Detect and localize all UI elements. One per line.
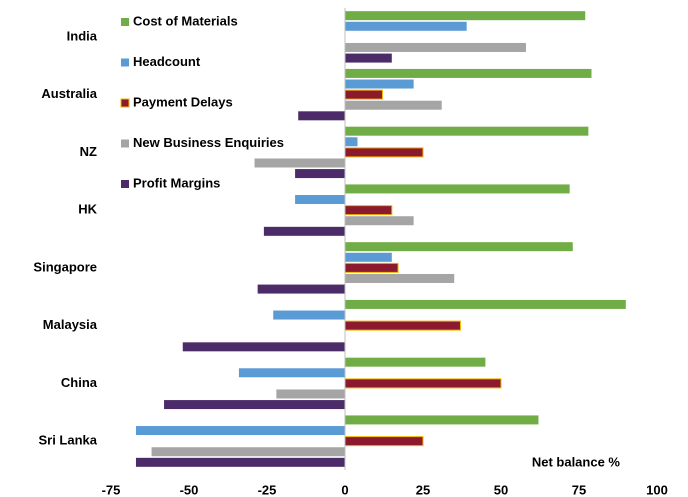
bar — [345, 126, 589, 136]
bar — [345, 252, 392, 262]
x-tick-label: 25 — [416, 482, 430, 497]
y-tick-label: India — [67, 28, 98, 43]
bar — [345, 100, 442, 110]
bar — [276, 389, 345, 399]
bar — [344, 320, 461, 331]
x-tick-label: -75 — [102, 482, 121, 497]
bar — [345, 11, 586, 21]
bar — [345, 79, 414, 89]
bar — [182, 342, 345, 352]
bar — [257, 284, 345, 294]
bar — [135, 426, 345, 436]
legend-swatch — [121, 58, 129, 67]
bar — [164, 400, 345, 410]
legend-label: Payment Delays — [133, 94, 233, 109]
bar — [254, 158, 345, 168]
bar — [345, 216, 414, 226]
x-tick-label: 100 — [646, 482, 668, 497]
y-tick-label: Malaysia — [43, 317, 98, 332]
bar — [151, 447, 345, 457]
bar — [263, 226, 345, 236]
bar — [345, 357, 486, 367]
x-tick-label: 50 — [494, 482, 508, 497]
y-tick-label: Sri Lanka — [38, 433, 97, 448]
legend-label: Profit Margins — [133, 175, 220, 190]
legend-swatch — [121, 139, 129, 148]
bar — [298, 111, 345, 121]
bar — [345, 273, 455, 283]
y-tick-label: China — [61, 375, 98, 390]
bar — [345, 242, 573, 252]
bar — [344, 378, 502, 389]
bar — [273, 310, 345, 320]
bar — [345, 68, 592, 78]
bar — [345, 415, 539, 425]
bar — [345, 42, 526, 52]
bar — [344, 147, 424, 158]
bar — [295, 195, 345, 205]
bar — [345, 21, 467, 31]
bar — [135, 457, 345, 467]
legend-label: Cost of Materials — [133, 13, 238, 28]
y-tick-label: Australia — [41, 86, 97, 101]
bar — [345, 137, 358, 147]
y-tick-label: NZ — [80, 144, 97, 159]
bar — [345, 299, 626, 309]
legend-swatch — [121, 18, 129, 26]
bar — [344, 436, 424, 447]
x-tick-label: -50 — [180, 482, 199, 497]
bar — [345, 53, 392, 63]
bar — [344, 262, 399, 273]
x-tick-label: 75 — [572, 482, 586, 497]
x-tick-label: -25 — [258, 482, 277, 497]
x-tick-label: 0 — [341, 482, 348, 497]
legend-label: New Business Enquiries — [133, 135, 284, 150]
bar — [344, 89, 383, 100]
bar — [295, 169, 345, 179]
bar — [344, 205, 393, 216]
bar — [238, 368, 345, 378]
y-tick-label: Singapore — [33, 259, 97, 274]
bar — [345, 184, 570, 194]
y-tick-label: HK — [78, 202, 97, 217]
x-axis-label: Net balance % — [532, 454, 621, 469]
legend-label: Headcount — [133, 54, 201, 69]
legend-swatch — [121, 180, 129, 188]
legend-swatch — [120, 98, 130, 108]
